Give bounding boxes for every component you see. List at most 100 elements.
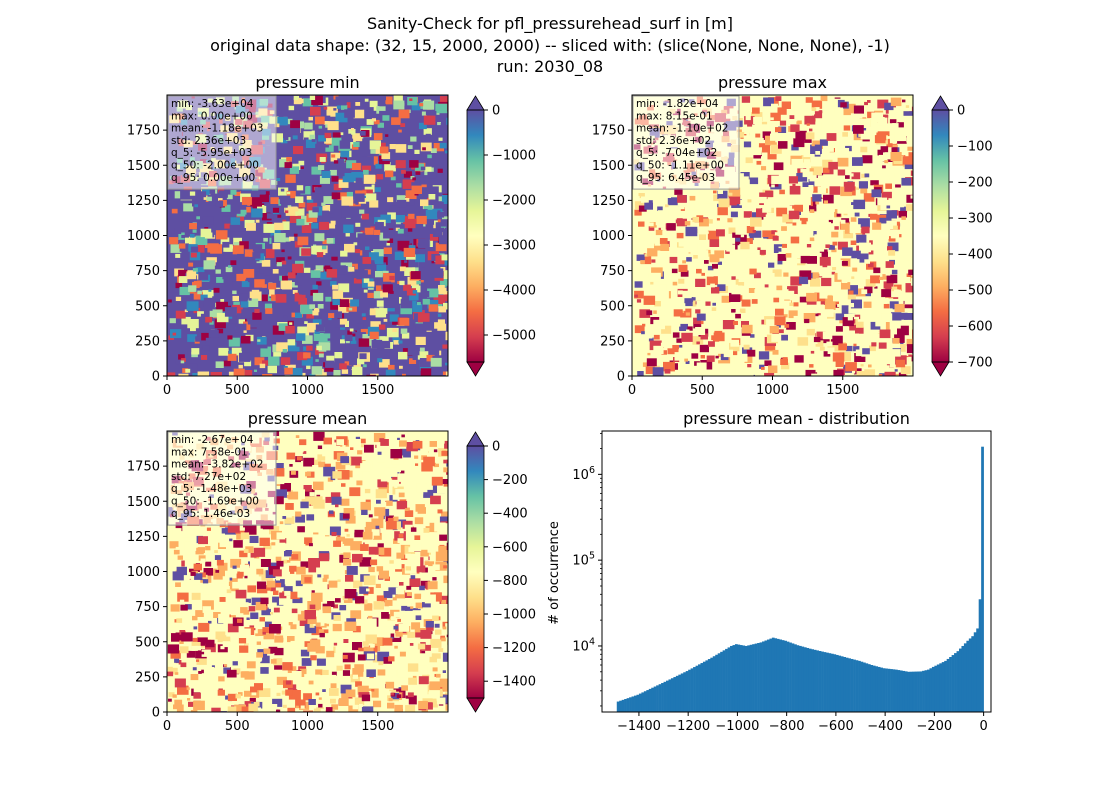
histogram-bar <box>624 699 627 712</box>
histogram-bar <box>798 645 802 712</box>
histogram-bar <box>922 670 925 712</box>
histogram-bar <box>828 653 832 712</box>
histogram-bar <box>771 637 775 712</box>
y-tick-label: 1750 <box>592 124 625 139</box>
histogram-bar <box>769 638 773 712</box>
histogram-bar <box>875 666 879 712</box>
histogram-bar <box>865 663 869 712</box>
colorbar <box>932 110 949 362</box>
y-tick-label: 1250 <box>592 194 625 209</box>
x-tick-label: −1000 <box>715 719 759 734</box>
x-tick-label: 500 <box>690 383 715 398</box>
y-tick-label: 1500 <box>127 495 160 510</box>
stats-line: max: 7.58e-01 <box>171 446 248 458</box>
histogram-bar <box>833 654 837 712</box>
histogram-bar <box>870 665 874 712</box>
histogram-bar <box>757 643 760 712</box>
histogram-bar <box>946 658 950 712</box>
x-tick-label: 1000 <box>756 383 789 398</box>
histogram-bar <box>966 640 970 712</box>
histogram-bar <box>656 685 659 712</box>
x-tick-label: −200 <box>917 719 953 734</box>
stats-line: min: -1.82e+04 <box>636 98 719 110</box>
colorbar-extend-min <box>466 697 485 713</box>
figure-title-line-1: Sanity-Check for pfl_pressurehead_surf i… <box>367 14 733 34</box>
colorbar-tick-label: −600 <box>492 540 528 555</box>
histogram-bar <box>774 638 778 712</box>
x-tick-label: −800 <box>769 719 805 734</box>
histogram-bar <box>678 674 682 712</box>
histogram-bar <box>744 645 748 712</box>
histogram-bar <box>680 673 684 712</box>
histogram-bar <box>944 660 947 712</box>
histogram-bar <box>732 645 736 712</box>
histogram-bar <box>890 669 893 712</box>
histogram-bar <box>951 655 955 712</box>
histogram-bar <box>747 645 751 712</box>
histogram-bar <box>781 640 785 712</box>
histogram-bar <box>695 665 699 712</box>
histogram-bar <box>720 651 723 712</box>
histogram-bar <box>887 668 891 712</box>
figure-title-line-3: run: 2030_08 <box>497 57 603 77</box>
y-tick-label: 0 <box>152 370 160 385</box>
x-tick-label: 1000 <box>291 719 324 734</box>
histogram-bar <box>882 668 886 712</box>
colorbar-tick-label: −2000 <box>492 194 536 209</box>
histogram-bar <box>811 649 815 712</box>
x-tick-label: 1500 <box>361 383 394 398</box>
panel-title-pressure-max: pressure max <box>718 73 827 92</box>
histogram-frame <box>601 430 992 713</box>
heatmap-panel-pressure-mean: pressure mean 0 500 1000 1500 0 250 500 750 1000… <box>127 409 536 734</box>
colorbar-tick-label: −200 <box>492 473 528 488</box>
histogram-bar <box>685 671 689 712</box>
y-tick-label: 500 <box>600 299 625 314</box>
y-tick-label: 250 <box>135 670 160 685</box>
histogram-bar <box>707 659 711 712</box>
histogram-bar <box>838 655 842 712</box>
histogram-bar <box>904 671 908 712</box>
colorbar-tick-label: 0 <box>492 440 500 455</box>
x-tick-label: −1400 <box>617 719 661 734</box>
histogram-bar <box>848 658 851 712</box>
x-tick-label: −600 <box>818 719 854 734</box>
colorbar-extend-max <box>931 95 950 111</box>
stats-line: q_50: -1.69e+00 <box>171 496 259 508</box>
histogram-bar <box>789 642 792 712</box>
histogram-bar <box>931 666 935 712</box>
histogram-bar <box>885 668 888 712</box>
colorbar-tick-label: −800 <box>492 574 528 589</box>
colorbar <box>467 110 484 362</box>
histogram-bar <box>971 636 975 712</box>
histogram-bar <box>670 678 674 712</box>
colorbar-tick-label: −1000 <box>492 149 536 164</box>
histogram-bar <box>762 641 765 712</box>
histogram-bar <box>954 653 957 712</box>
histogram-bar <box>690 668 694 712</box>
histogram-bar <box>968 638 972 712</box>
histogram-bar <box>909 671 913 712</box>
histogram-bar <box>914 671 918 712</box>
y-tick-label: 1250 <box>127 194 160 209</box>
stats-line: std: 7.27e+02 <box>171 471 246 483</box>
y-tick-label: 750 <box>600 264 625 279</box>
histogram-bar <box>934 665 938 712</box>
histogram-bar <box>845 657 849 712</box>
heatmap-panel-pressure-min: pressure min 0 500 1000 1500 0 250 500 750 1000 1… <box>127 73 536 398</box>
histogram-bar <box>641 692 645 712</box>
stats-box <box>632 95 740 190</box>
stats-line: min: -3.63e+04 <box>171 98 254 110</box>
histogram-bar <box>867 664 871 712</box>
stats-line: q_95: 0.00e+00 <box>171 172 255 184</box>
stats-line: min: -2.67e+04 <box>171 434 254 446</box>
panel-title-pressure-mean: pressure mean <box>248 409 368 428</box>
colorbar-extend-min <box>931 361 950 377</box>
histogram-bars <box>616 446 984 712</box>
x-tick-label: 500 <box>225 719 250 734</box>
histogram-bar <box>648 688 652 712</box>
colorbar-tick-label: −1000 <box>492 608 536 623</box>
x-tick-label: −400 <box>867 719 903 734</box>
histogram-bar <box>877 666 881 712</box>
x-tick-label: −1200 <box>666 719 710 734</box>
y-tick-label: 104 <box>572 636 595 654</box>
